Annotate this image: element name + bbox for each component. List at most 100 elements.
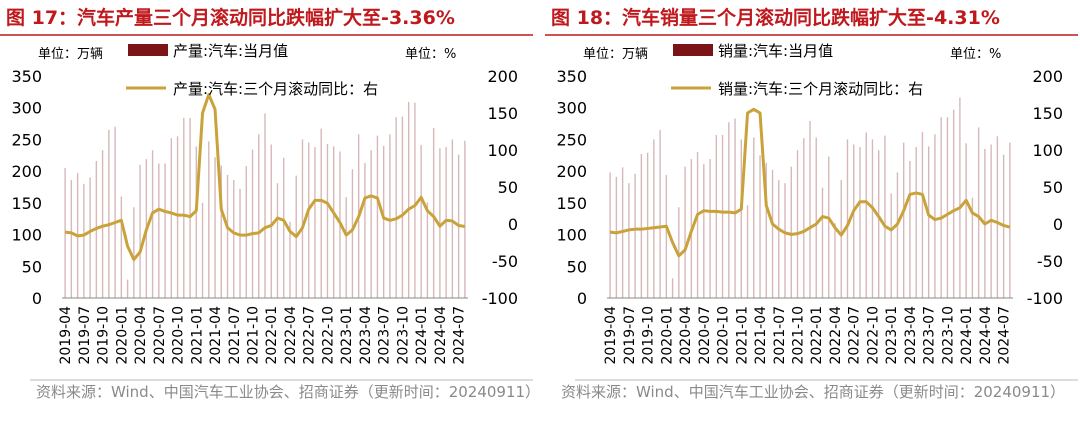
y-tick-label: 250 xyxy=(556,130,587,149)
x-tick-label: 2024-01 xyxy=(959,306,975,365)
bar xyxy=(859,147,861,298)
x-tick-label: 2021-10 xyxy=(791,306,807,365)
y2-unit-label: 单位：% xyxy=(950,47,1001,62)
bar xyxy=(927,146,930,298)
bar xyxy=(878,150,880,298)
bar xyxy=(401,116,404,298)
bar xyxy=(853,144,855,298)
bar xyxy=(464,140,466,298)
bar xyxy=(609,172,611,298)
bar xyxy=(289,221,291,298)
x-tick-label: 2024-04 xyxy=(978,306,994,365)
bar xyxy=(189,117,191,298)
bar xyxy=(301,139,304,298)
bar xyxy=(909,160,911,298)
bar xyxy=(376,135,379,298)
y2-tick-label: -100 xyxy=(1027,289,1063,308)
chart-title: 图 17：汽车产量三个月滚动同比跌幅扩大至-3.36% xyxy=(6,6,455,29)
bar xyxy=(796,150,799,298)
y2-tick-label: 100 xyxy=(487,141,518,160)
chart-panel: 图 17：汽车产量三个月滚动同比跌幅扩大至-3.36% 单位：万辆 单位：% 0 50 1… xyxy=(0,6,533,381)
y2-unit-label: 单位：% xyxy=(405,47,456,62)
bar xyxy=(778,180,780,298)
x-tick-label: 2020-01 xyxy=(114,306,130,365)
legend-label: 产量:汽车:三个月滚动同比：右 xyxy=(173,80,378,98)
bar xyxy=(345,197,347,298)
bar xyxy=(696,152,699,298)
bar xyxy=(640,154,643,298)
chart-panel: 图 18：汽车销量三个月滚动同比跌幅扩大至-4.31% 单位：万辆 单位：% 0 50 1… xyxy=(545,6,1078,381)
bar xyxy=(934,134,936,298)
bar xyxy=(865,132,867,298)
bar xyxy=(890,193,892,298)
y-tick-label: 300 xyxy=(556,99,587,118)
y2-tick-label: 200 xyxy=(1032,67,1063,86)
x-tick-label: 2019-04 xyxy=(603,306,619,365)
bar xyxy=(432,128,435,298)
y-tick-label: 350 xyxy=(11,67,42,86)
x-tick-label: 2021-10 xyxy=(246,306,262,365)
bar xyxy=(283,157,285,298)
bar xyxy=(834,223,836,298)
bar xyxy=(840,180,842,298)
x-tick-label: 2022-04 xyxy=(283,306,299,365)
x-tick-label: 2023-07 xyxy=(922,306,938,365)
bar xyxy=(445,147,447,298)
bar xyxy=(451,139,454,298)
x-tick-label: 2022-10 xyxy=(865,306,881,365)
bar xyxy=(126,279,129,298)
bar xyxy=(370,150,372,298)
bar xyxy=(803,138,805,298)
y-tick-label: 300 xyxy=(11,99,42,118)
bar xyxy=(728,122,730,298)
x-tick-label: 2021-01 xyxy=(734,306,750,365)
bar xyxy=(395,117,397,298)
x-tick-label: 2021-04 xyxy=(753,306,769,365)
y2-tick-label: 150 xyxy=(1032,104,1063,123)
bar xyxy=(83,183,85,298)
bar xyxy=(414,102,416,298)
y-tick-label: 0 xyxy=(32,289,42,308)
bar xyxy=(270,144,272,298)
y2-tick-label: -100 xyxy=(482,289,518,308)
bar xyxy=(158,163,160,298)
bar xyxy=(164,163,166,298)
y-unit-label: 单位：万辆 xyxy=(38,47,103,62)
x-tick-label: 2022-01 xyxy=(264,306,280,365)
source-note: 资料来源：Wind、中国汽车工业协会、招商证券（更新时间：20240911） xyxy=(561,383,1066,401)
bar xyxy=(952,109,955,298)
x-tick-label: 2023-07 xyxy=(377,306,393,365)
bar xyxy=(659,129,661,298)
chart-title: 图 18：汽车销量三个月滚动同比跌幅扩大至-4.31% xyxy=(551,6,1000,29)
legend-label: 销量:汽车:当月值 xyxy=(718,42,833,60)
y-tick-label: 100 xyxy=(556,226,587,245)
x-tick-label: 2020-04 xyxy=(133,306,149,365)
x-tick-label: 2024-04 xyxy=(433,306,449,365)
x-tick-label: 2019-07 xyxy=(77,306,93,365)
bar xyxy=(740,139,742,298)
legend-swatch xyxy=(128,44,168,56)
x-tick-label: 2022-07 xyxy=(847,306,863,365)
bar xyxy=(921,131,924,298)
y-tick-label: 100 xyxy=(11,226,42,245)
bar xyxy=(233,180,235,298)
bar xyxy=(220,165,222,298)
bar xyxy=(946,117,949,298)
bar xyxy=(101,150,104,298)
bar xyxy=(1009,142,1011,298)
y-tick-label: 350 xyxy=(556,67,587,86)
bar xyxy=(239,188,241,298)
bar xyxy=(70,180,73,298)
x-tick-label: 2020-10 xyxy=(716,306,732,365)
bar xyxy=(195,146,197,298)
bar xyxy=(815,137,817,298)
bar xyxy=(439,148,441,298)
y2-tick-label: -50 xyxy=(1037,252,1063,271)
line-series xyxy=(609,107,1011,258)
x-tick-label: 2022-04 xyxy=(828,306,844,365)
x-tick-label: 2021-01 xyxy=(189,306,205,365)
bar xyxy=(139,164,141,298)
x-tick-label: 2020-10 xyxy=(171,306,187,365)
bar xyxy=(426,202,429,298)
x-tick-label: 2023-04 xyxy=(358,306,374,365)
